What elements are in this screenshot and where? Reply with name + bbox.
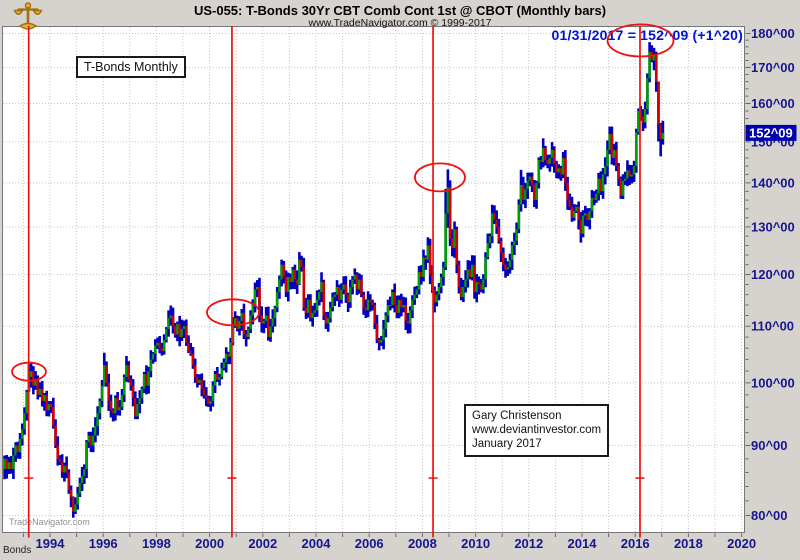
plot-content (3, 27, 744, 532)
y-axis-label: 120^00 (751, 267, 795, 282)
x-axis-label: 1998 (142, 536, 171, 551)
price-bar (402, 296, 405, 313)
price-bar (198, 374, 201, 385)
credit-website: www.deviantinvestor.com (472, 424, 602, 436)
x-axis-label: 2014 (568, 536, 598, 551)
x-axis-label: 2008 (408, 536, 437, 551)
price-bar (584, 205, 587, 226)
price-bar (313, 302, 317, 318)
price-bar (111, 408, 115, 422)
x-axis-label: 2010 (461, 536, 490, 551)
tbonds-monthly-label: T-Bonds Monthly (84, 60, 178, 74)
credit-author: Gary Christenson (472, 410, 562, 422)
tbonds-monthly-label-box[interactable]: T-Bonds Monthly (76, 56, 186, 78)
credit-text-box[interactable]: Gary Christenson www.deviantinvestor.com… (464, 404, 610, 457)
price-bar (659, 123, 662, 157)
x-axis-label: 2006 (355, 536, 384, 551)
bottom-left-symbol-label: Bonds (3, 545, 32, 556)
price-bar (369, 294, 372, 312)
y-axis-label: 180^00 (751, 26, 795, 41)
price-bar (477, 276, 481, 295)
y-axis-label: 100^00 (751, 375, 795, 390)
chart-plot-area[interactable] (2, 26, 745, 533)
price-bar (371, 299, 374, 311)
y-axis-label: 170^00 (751, 60, 795, 75)
price-bar (262, 318, 266, 334)
plot-watermark: TradeNavigator.com (9, 517, 90, 527)
x-axis-label: 2020 (727, 536, 756, 551)
credit-date: January 2017 (472, 438, 542, 450)
y-axis-label: 160^00 (751, 96, 795, 111)
price-bar (388, 296, 392, 311)
x-axis-label: 2012 (514, 536, 543, 551)
price-bar (189, 342, 193, 356)
y-axis-label: 80^00 (751, 508, 788, 523)
x-axis-label: 2016 (621, 536, 650, 551)
price-bar (182, 320, 186, 339)
price-bar (424, 255, 428, 270)
price-bar (539, 155, 543, 170)
x-axis-label: 2004 (302, 536, 332, 551)
y-axis-label: 90^00 (751, 438, 788, 453)
last-price-badge-text: 152^09 (749, 125, 793, 140)
price-bar (630, 165, 634, 184)
chart-subtitle: www.TradeNavigator.com © 1999-2017 (308, 17, 492, 29)
price-bar (333, 292, 337, 307)
price-bar (43, 392, 46, 411)
x-axis-label: 1996 (89, 536, 118, 551)
last-price-badge (745, 124, 797, 141)
price-bar (244, 329, 248, 347)
x-axis-label: 1994 (36, 536, 66, 551)
x-axis-label: 2000 (195, 536, 224, 551)
price-bar (623, 171, 627, 186)
x-axis-label: 2018 (674, 536, 703, 551)
price-bar (227, 351, 230, 365)
trade-navigator-logo-icon (13, 2, 43, 30)
price-bar (377, 337, 381, 351)
y-axis-label: 110^00 (751, 319, 794, 334)
last-price-annotation: 01/31/2017 = 152^09 (+1^20) (551, 27, 743, 43)
price-bar (661, 120, 665, 145)
chart-title: US-055: T-Bonds 30Yr CBT Comb Cont 1st @… (193, 3, 607, 18)
y-axis-label: 130^00 (751, 219, 795, 234)
x-axis-label: 2002 (248, 536, 277, 551)
y-axis-label: 140^00 (751, 175, 795, 190)
